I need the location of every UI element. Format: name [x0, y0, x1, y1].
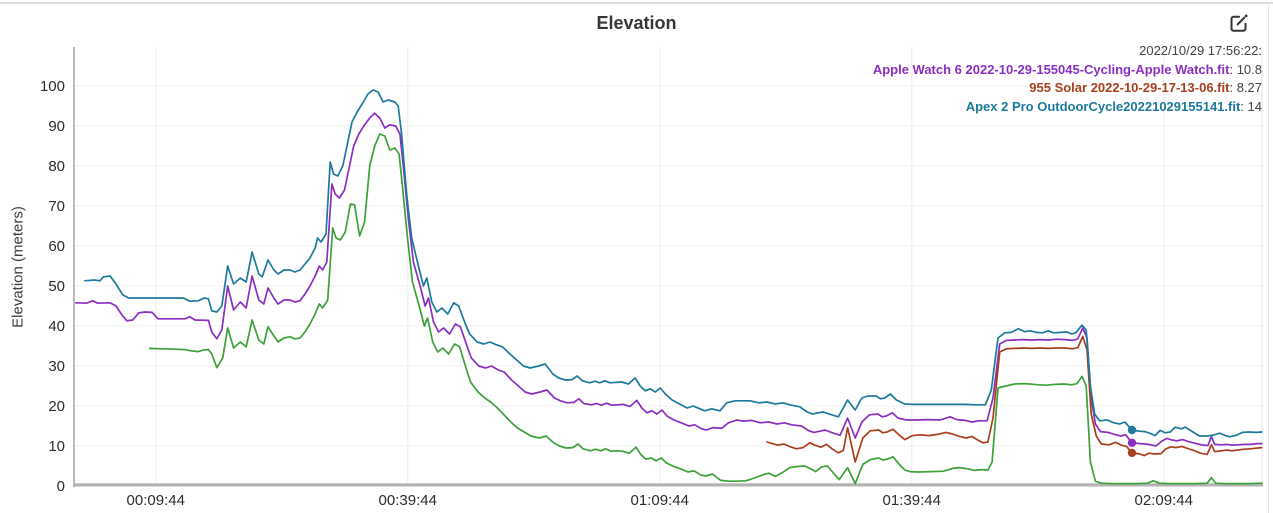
legend-series-name: Apex 2 Pro OutdoorCycle20221029155141.fi…	[965, 98, 1241, 114]
legend-entry: Apple Watch 6 2022-10-29-155045-Cycling-…	[873, 61, 1262, 80]
legend-entry: Apex 2 Pro OutdoorCycle20221029155141.fi…	[873, 98, 1262, 117]
series-line-0	[74, 112, 1263, 447]
legend-separator: :	[1240, 98, 1248, 114]
y-tick-label: 50	[48, 278, 65, 295]
edit-icon[interactable]	[1229, 13, 1249, 33]
page-title: Elevation	[596, 13, 677, 33]
legend-timestamp: 2022/10/29 17:56:22:	[1139, 43, 1262, 58]
value-marker	[1127, 448, 1137, 458]
y-tick-label: 30	[48, 358, 65, 375]
y-tick-label: 20	[48, 398, 65, 415]
y-tick-label: 40	[48, 318, 65, 335]
value-marker	[1127, 438, 1137, 447]
y-tick-label: 90	[48, 118, 65, 135]
y-tick-label: 80	[48, 158, 65, 175]
y-tick-label: 10	[48, 438, 65, 455]
x-tick-label: 00:09:44	[127, 492, 185, 509]
series-line-3	[148, 133, 1263, 485]
legend-series-value: 8.27	[1236, 80, 1262, 95]
y-tick-label: 60	[48, 238, 65, 255]
y-tick-label: 0	[57, 478, 65, 495]
legend-series-name: 955 Solar 2022-10-29-17-13-06.fit	[1029, 80, 1230, 95]
x-tick-label: 00:39:44	[379, 492, 437, 509]
series-line-2	[84, 89, 1263, 438]
legend-series-value: 10.8	[1236, 61, 1262, 77]
right-divider	[1268, 2, 1269, 513]
top-divider	[0, 2, 1273, 4]
x-tick-label: 02:09:44	[1135, 492, 1193, 509]
y-tick-label: 100	[40, 78, 65, 95]
legend-separator: :	[1229, 61, 1237, 77]
x-tick-label: 01:09:44	[631, 492, 689, 509]
legend-series-name: Apple Watch 6 2022-10-29-155045-Cycling-…	[872, 61, 1230, 77]
series-line-1	[766, 335, 1263, 463]
legend: 2022/10/29 17:56:22: Apple Watch 6 2022-…	[873, 42, 1262, 116]
y-tick-label: 70	[48, 198, 65, 215]
x-tick-label: 01:39:44	[883, 492, 941, 509]
legend-separator: :	[1229, 80, 1237, 95]
legend-entry: 955 Solar 2022-10-29-17-13-06.fit: 8.27	[873, 79, 1262, 98]
value-marker	[1127, 425, 1137, 435]
x-axis-line	[73, 483, 1263, 487]
legend-series-value: 14	[1247, 98, 1262, 114]
